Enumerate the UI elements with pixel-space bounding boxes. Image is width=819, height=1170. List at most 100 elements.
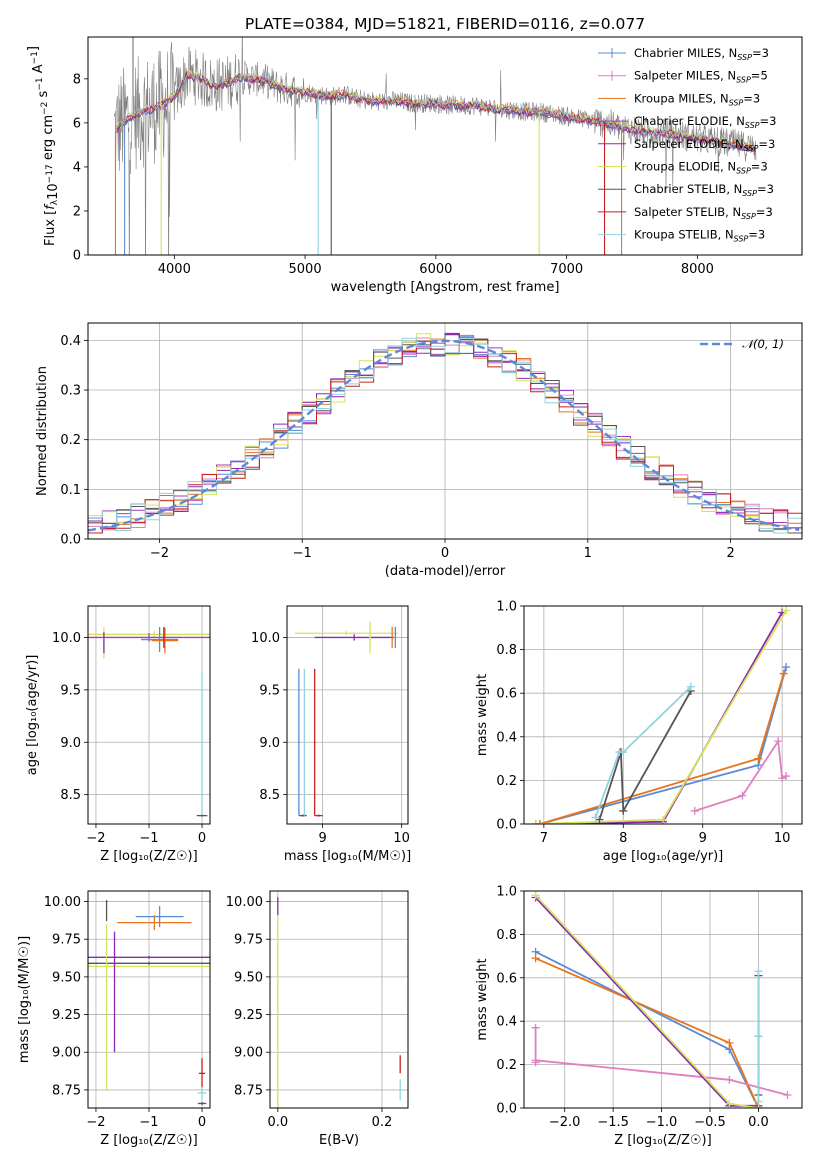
errorbar-point — [294, 631, 398, 636]
x-tick-label: −0.5 — [694, 1115, 726, 1130]
legend-equals: = — [760, 114, 770, 128]
y-tick-label: 10.0 — [52, 631, 81, 646]
legend-nssp-sub: SSP — [736, 167, 751, 176]
x-axis-label: age [log₁₀(age/yr)] — [603, 849, 724, 864]
mass-weight-marker — [531, 820, 540, 824]
errorbar-point — [369, 621, 371, 654]
grid-age_vs_mass — [287, 606, 408, 824]
x-tick-label: −1 — [139, 1115, 158, 1130]
x-tick-label: 7000 — [550, 262, 583, 277]
y-tick-label: 2 — [73, 204, 81, 219]
mass-weight-marker — [531, 1023, 540, 1032]
legend-equals: = — [757, 182, 767, 196]
legend-entry: Salpeter MILES, NSSP=5 — [634, 69, 768, 85]
panel-massweight_vs_Z: −2.0 −1.5 −1.0 −0.5 0.0 0.0 0.2 0.4 0.6 0.8 1.0 Z [… — [475, 885, 803, 1148]
x-tick-label: −2 — [86, 831, 105, 846]
x-tick-label: 0 — [198, 831, 206, 846]
x-tick-label: 0 — [441, 546, 449, 561]
mass-weight-marker — [591, 813, 600, 822]
legend-nssp-sub: SSP — [741, 212, 756, 221]
x-axis-label: (data-model)/error — [385, 564, 506, 579]
axes-frame — [87, 322, 803, 540]
panel-massweight_vs_age: 7 8 9 10 0.0 0.2 0.4 0.6 0.8 1.0 age [log₁₀(age/yr… — [475, 600, 803, 864]
legend-nssp-sub: SSP — [729, 98, 744, 107]
y-tick-label: 8.5 — [259, 788, 280, 803]
x-tick-label: 0.2 — [372, 1115, 393, 1130]
legend-series-name: Kroupa STELIB — [634, 228, 718, 242]
x-tick-label: 4000 — [158, 262, 191, 277]
plot-massweight_vs_Z — [531, 891, 792, 1108]
mass-weight-marker — [531, 891, 540, 900]
y-tick-label: 0.8 — [496, 928, 517, 943]
y-axis-label-part: s — [36, 90, 51, 101]
legend-series-name: Kroupa ELODIE — [634, 160, 720, 174]
legend-series-name: Salpeter STELIB — [634, 205, 725, 219]
y-tick-label: 0.0 — [496, 1102, 517, 1117]
legend-nssp-symbol: N — [720, 91, 729, 105]
x-tick-label: 1 — [584, 546, 592, 561]
mass-weight-marker — [754, 1032, 763, 1041]
y-axis-label-part: −1 — [30, 51, 40, 64]
y-tick-label: 0.2 — [60, 433, 81, 448]
mass-weight-marker — [782, 663, 791, 672]
mass-weight-marker — [725, 1038, 734, 1047]
axes-frame — [286, 605, 409, 825]
legend-nssp-symbol: N — [729, 46, 738, 60]
errorbar-point — [88, 955, 210, 959]
panel-age_vs_mass: 9 10 8.5 9.0 9.5 10.0 mass [log₁₀(M/M☉)] — [251, 605, 411, 864]
x-tick-label: 9 — [699, 831, 707, 846]
residual-histogram — [88, 332, 802, 534]
legend-nssp-value: 3 — [760, 160, 767, 174]
y-axis-label-part: λ — [50, 199, 60, 205]
y-tick-label: 9.75 — [52, 933, 81, 948]
y-axis-label-part: −2 — [40, 102, 50, 115]
legend-separator: , — [729, 114, 736, 128]
mass-weight-marker — [725, 1075, 734, 1084]
y-axis-label-part: −1 — [35, 77, 45, 90]
legend-separator: , — [713, 91, 720, 105]
legend-entry: Chabrier ELODIE, NSSP=3 — [634, 114, 776, 130]
legend-nssp-symbol: N — [727, 160, 736, 174]
legend-separator: , — [720, 160, 727, 174]
x-tick-label: 10 — [393, 831, 410, 846]
y-tick-label: 0.4 — [496, 1015, 517, 1030]
errorbar-point — [135, 906, 184, 928]
legend-equals: = — [751, 160, 761, 174]
y-tick-label: 9.50 — [234, 970, 263, 985]
mass-weight-marker — [531, 1056, 540, 1065]
grid-massweight_vs_Z — [524, 890, 802, 1109]
axes-frame — [87, 605, 211, 825]
mass-weight-marker — [754, 754, 763, 763]
plot-spectrum — [113, 37, 757, 255]
y-axis-label-part: ] — [26, 46, 41, 51]
y-axis-label: age [log₁₀(age/yr)] — [25, 655, 40, 776]
normal-curve — [88, 339, 800, 532]
legend-separator: , — [718, 228, 725, 242]
errorbar-point — [196, 814, 208, 817]
legend-entry: Kroupa STELIB, NSSP=3 — [634, 228, 765, 244]
y-tick-label: 9.5 — [259, 683, 280, 698]
mass-weight-marker — [531, 954, 540, 963]
legend-separator: , — [721, 46, 728, 60]
errorbar-point — [314, 814, 323, 817]
y-tick-label: 0.4 — [60, 334, 81, 349]
errorbar-point — [88, 631, 210, 638]
legend-entry: Salpeter STELIB, NSSP=3 — [634, 205, 773, 221]
legend-equals: = — [758, 137, 768, 151]
plot-age_vs_mass — [294, 621, 398, 817]
y-tick-label: 8.5 — [60, 788, 81, 803]
mass-weight-marker — [782, 606, 791, 615]
x-tick-label: 0 — [198, 1115, 206, 1130]
legend-normal-label: 𝒩(0, 1) — [742, 337, 784, 351]
errorbar-point — [105, 924, 108, 1090]
panel-age_vs_Z: −2 −1 0 8.5 9.0 9.5 10.0 Z [log₁₀(Z/Z☉)] age [lo… — [25, 605, 211, 864]
y-axis-label-part: A — [31, 64, 46, 77]
legend-entry: Chabrier STELIB, NSSP=3 — [634, 182, 774, 198]
errorbar-point — [88, 633, 210, 642]
errorbar-point — [198, 1058, 206, 1089]
y-axis-label-part: f — [43, 203, 58, 210]
plot-residuals — [88, 332, 802, 534]
legend-nssp-value: 3 — [762, 46, 769, 60]
errorbar-point — [162, 626, 165, 648]
x-tick-label: 8 — [619, 831, 627, 846]
